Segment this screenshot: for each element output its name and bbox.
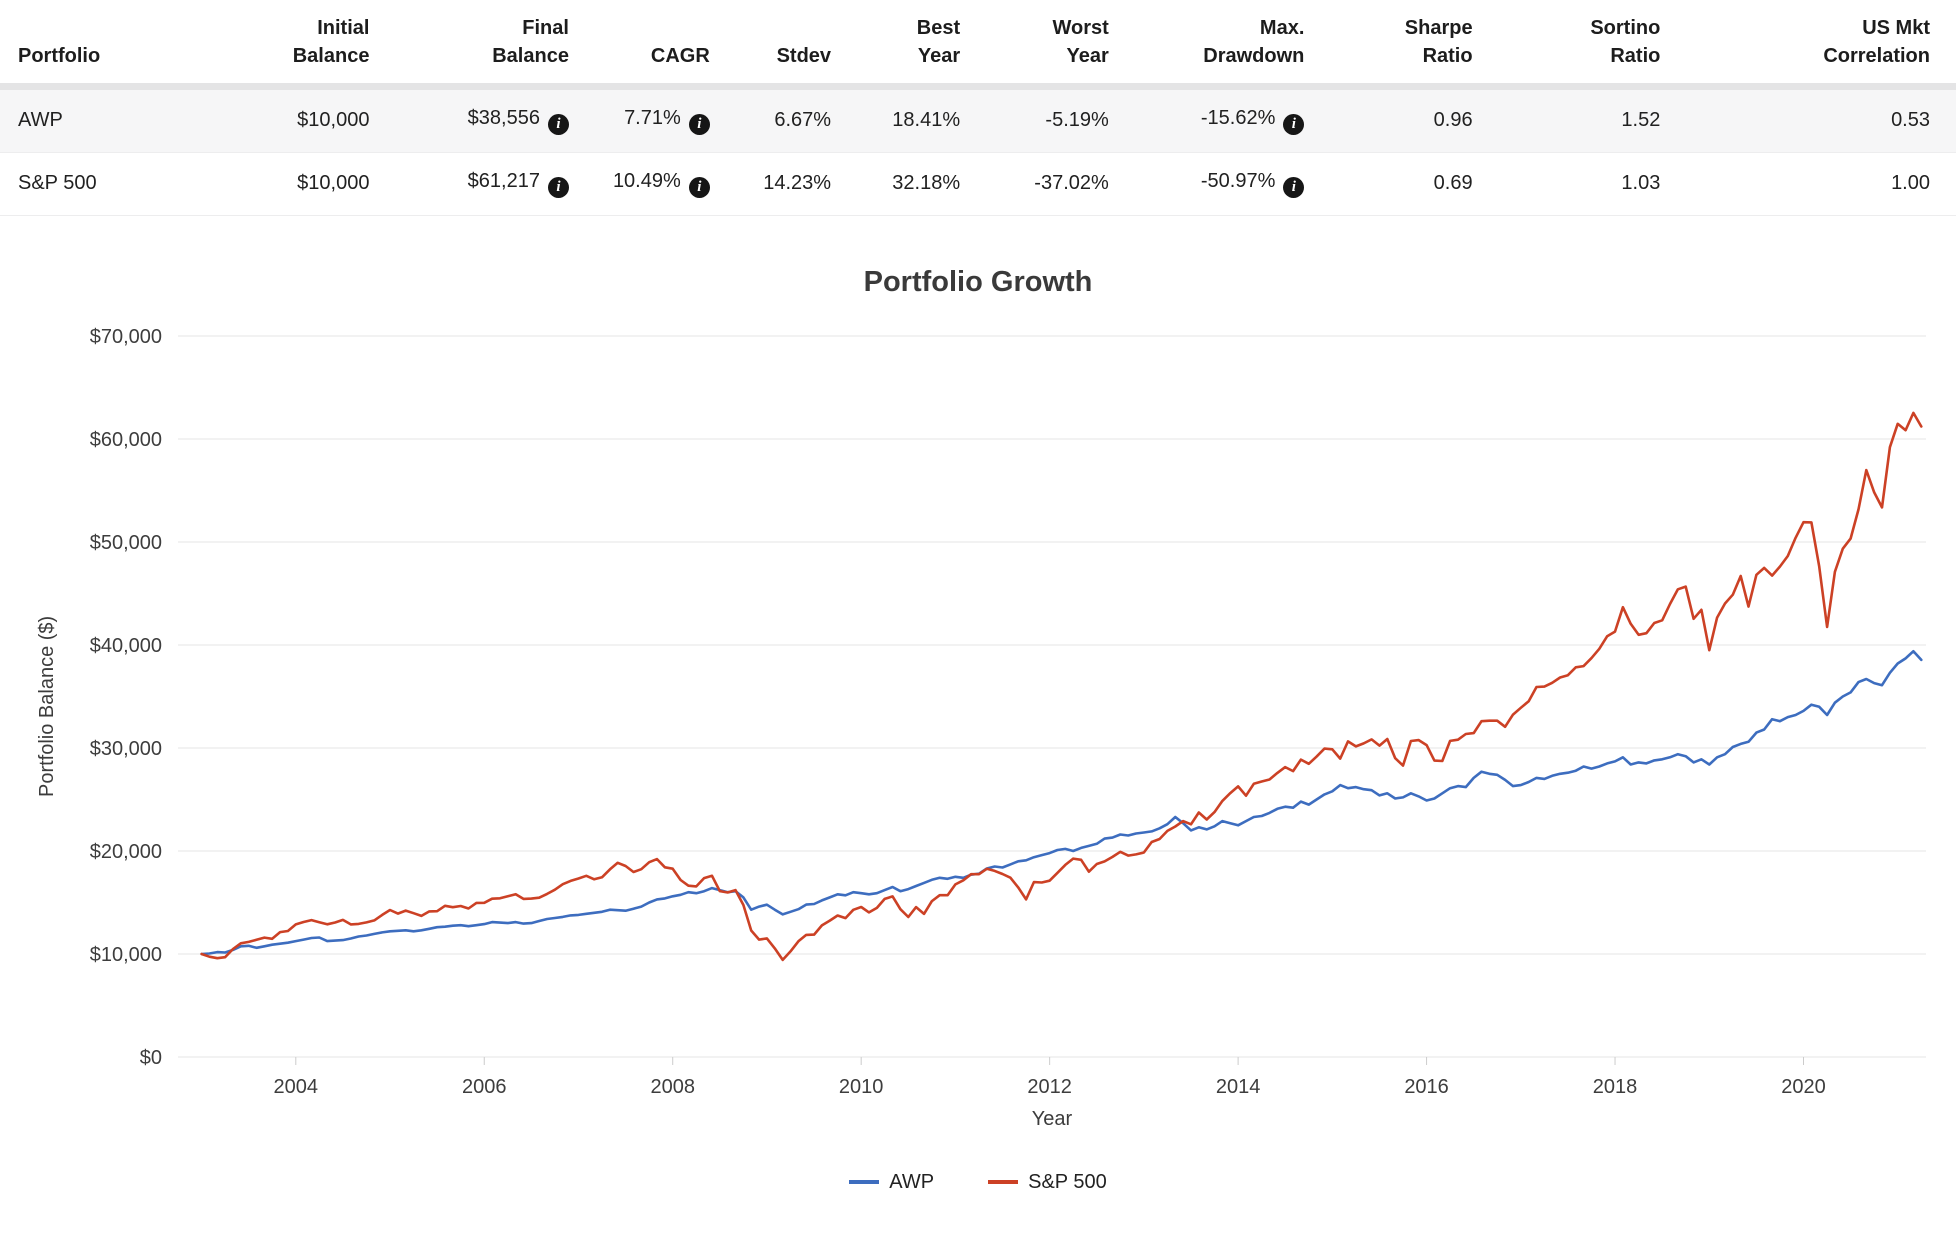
metric-value-us-mkt-correlation: 0.53 <box>1670 86 1956 152</box>
metric-value-us-mkt-correlation: 1.00 <box>1670 152 1956 215</box>
metric-value-initial-balance: $10,000 <box>207 152 379 215</box>
y-tick-label: $0 <box>140 1047 162 1069</box>
cell-text: 10.49% <box>612 169 681 192</box>
chart-title: Portfolio Growth <box>863 265 1093 298</box>
column-header-portfolio: Portfolio <box>0 0 208 90</box>
y-tick-label: $50,000 <box>90 532 162 554</box>
cell-text: S&P 500 <box>18 172 97 195</box>
info-icon[interactable]: i <box>688 113 710 135</box>
performance-summary-table: Portfolio Initial Balance Final Balance CAG… <box>0 0 1956 216</box>
table-row-awp: AWP $10,000 $38,556 i 7.71% i 6.67% 18.41% -5.19… <box>0 86 1956 153</box>
metric-value-sortino-ratio: 1.52 <box>1483 86 1671 152</box>
cell-text: $10,000 <box>297 172 370 195</box>
x-tick-label: 2018 <box>1593 1076 1638 1098</box>
y-tick-label: $20,000 <box>90 841 162 863</box>
table-row-sp500: S&P 500 $10,000 $61,217 i 10.49% i 14.23% 32.18… <box>0 152 1956 216</box>
legend-item-awp[interactable]: AWP <box>849 1171 934 1194</box>
column-header-worst-year: Worst Year <box>970 0 1119 90</box>
portfolio-growth-chart: $0 $10,000 $20,000 $30,000 $40,000 $50,000 $60… <box>90 326 1926 1098</box>
series-line-awp <box>200 649 1923 956</box>
x-tick-label: 2020 <box>1781 1076 1826 1098</box>
cell-text: 0.96 <box>1433 109 1473 132</box>
cell-text: $10,000 <box>297 109 370 132</box>
y-tick-label: $70,000 <box>90 326 162 348</box>
column-header-sortino-ratio: Sortino Ratio <box>1482 0 1671 90</box>
cell-text: 0.69 <box>1433 172 1473 195</box>
cell-text: $61,217 <box>467 169 540 192</box>
legend-label: AWP <box>889 1170 935 1193</box>
legend-swatch-sp500 <box>988 1180 1019 1185</box>
metric-value-sharpe-ratio: 0.96 <box>1314 86 1482 152</box>
legend-label: S&P 500 <box>1028 1170 1107 1193</box>
metric-value-best-year: 18.41% <box>841 86 970 152</box>
info-icon[interactable]: i <box>688 176 710 198</box>
info-icon[interactable]: i <box>1283 113 1305 135</box>
cell-text: 1.52 <box>1621 109 1661 132</box>
metric-value-worst-year: -5.19% <box>970 86 1119 152</box>
metric-value-final-balance: $61,217 i <box>379 152 579 215</box>
metric-value-cagr: 7.71% i <box>579 86 720 152</box>
x-tick-label: 2004 <box>274 1076 319 1098</box>
x-tick-label: 2012 <box>1027 1076 1072 1098</box>
cell-text: 18.41% <box>892 109 961 132</box>
metric-value-max-drawdown: -50.97% i <box>1119 152 1315 215</box>
x-tick-label: 2010 <box>839 1076 884 1098</box>
column-header-max-drawdown: Max. Drawdown <box>1118 0 1315 90</box>
metric-value-cagr: 10.49% i <box>579 152 720 215</box>
cell-text: 14.23% <box>763 172 832 195</box>
x-tick-label: 2016 <box>1404 1076 1449 1098</box>
chart-legend: AWP S&P 500 <box>0 1171 1956 1218</box>
x-tick-label: 2006 <box>462 1076 507 1098</box>
table-header-row: Portfolio Initial Balance Final Balance CAG… <box>0 0 1956 90</box>
metric-value-sharpe-ratio: 0.69 <box>1314 152 1482 215</box>
cell-text: -50.97% <box>1200 169 1276 192</box>
y-tick-label: $40,000 <box>90 635 162 657</box>
y-tick-label: $60,000 <box>90 429 162 451</box>
info-icon[interactable]: i <box>1283 176 1305 198</box>
metric-value-initial-balance: $10,000 <box>207 86 379 152</box>
cell-text: -37.02% <box>1034 172 1109 195</box>
cell-text: -15.62% <box>1200 106 1276 129</box>
metric-value-final-balance: $38,556 i <box>379 86 579 152</box>
x-tick-label: 2008 <box>650 1076 695 1098</box>
x-axis-label: Year <box>1031 1107 1073 1130</box>
x-tick-label: 2014 <box>1216 1076 1261 1098</box>
column-header-stdev: Stdev <box>719 0 842 90</box>
cell-text: 32.18% <box>892 172 961 195</box>
column-header-final-balance: Final Balance <box>379 0 579 90</box>
legend-item-sp500[interactable]: S&P 500 <box>988 1171 1107 1194</box>
column-header-best-year: Best Year <box>841 0 971 90</box>
cell-text: 1.00 <box>1891 172 1930 195</box>
y-tick-label: $30,000 <box>90 738 162 760</box>
backtest-results-page: Portfolio Initial Balance Final Balance CAG… <box>0 0 1956 1218</box>
cell-text: AWP <box>18 109 63 132</box>
metric-value-max-drawdown: -15.62% i <box>1119 86 1315 152</box>
column-header-us-mkt-correlation: US Mkt Correlation <box>1670 0 1956 90</box>
metric-value-stdev: 14.23% <box>720 152 841 215</box>
cell-text: 1.03 <box>1621 172 1661 195</box>
column-header-initial-balance: Initial Balance <box>207 0 380 90</box>
cell-text: 7.71% <box>624 106 681 129</box>
cell-text: 6.67% <box>774 109 832 132</box>
info-icon[interactable]: i <box>547 176 569 198</box>
portfolio-growth-section: Portfolio Growth Portfolio Balance ($) $… <box>0 266 1956 1218</box>
y-axis-label: Portfolio Balance ($) <box>36 615 58 797</box>
metric-value-sortino-ratio: 1.03 <box>1483 152 1671 215</box>
cell-text: $38,556 <box>467 106 540 129</box>
cell-text: 0.53 <box>1891 109 1930 132</box>
column-header-cagr: CAGR <box>578 0 720 90</box>
series-line-sp500 <box>200 411 1923 961</box>
metric-value-best-year: 32.18% <box>841 152 970 215</box>
info-icon[interactable]: i <box>547 113 569 135</box>
chart-area: Portfolio Balance ($) $0 $10,000 $20,000 $3… <box>0 309 1956 1104</box>
y-tick-label: $10,000 <box>90 944 162 966</box>
metric-value-stdev: 6.67% <box>720 86 841 152</box>
metric-value-worst-year: -37.02% <box>970 152 1119 215</box>
column-header-sharpe-ratio: Sharpe Ratio <box>1314 0 1483 90</box>
cell-text: -5.19% <box>1045 109 1109 132</box>
legend-swatch-awp <box>849 1180 880 1185</box>
portfolio-name: S&P 500 <box>0 152 207 215</box>
portfolio-name: AWP <box>0 86 207 152</box>
